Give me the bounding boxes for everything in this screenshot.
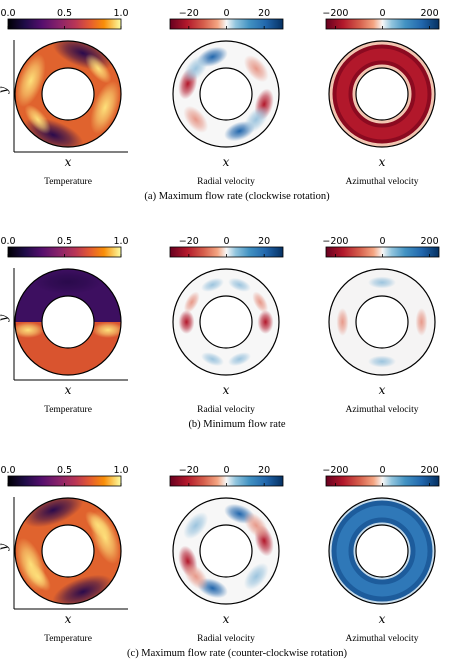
colorbar-tick-label: 0 <box>223 8 229 19</box>
panel-title: Azimuthal velocity <box>345 634 418 644</box>
colorbar-tick-label: 0 <box>223 465 229 476</box>
x-axis-label: x <box>65 612 72 626</box>
caption-b: (b) Minimum flow rate <box>188 419 286 430</box>
x-axis-label: x <box>379 383 386 397</box>
y-axis-label: y <box>0 86 10 94</box>
panel-temperature: 0.0 0.5 1.0 y x Temperature <box>0 8 129 187</box>
colorbar-tick-label: 0.0 <box>0 236 15 247</box>
panel-title: Azimuthal velocity <box>345 405 418 415</box>
panel-temperature: 0.0 0.5 1.0 y x Temperature <box>0 236 129 415</box>
y-axis-label: y <box>0 543 10 551</box>
colorbar-tick-label: 1.0 <box>113 8 128 19</box>
colorbar-tick-label: −20 <box>179 8 199 19</box>
caption-a: (a) Maximum flow rate (clockwise rotatio… <box>144 191 330 202</box>
colorbar-tick-label: 0.0 <box>0 8 15 19</box>
panel-radial: −20 0 20 x Radial velocity <box>169 8 284 187</box>
colorbar-tick-label: 0 <box>379 8 385 19</box>
colorbar-tick-label: 20 <box>258 8 270 19</box>
panel-azimuthal: −200 0 200 x Azimuthal velocity <box>322 8 440 187</box>
colorbar-tick-label: 200 <box>421 465 439 476</box>
panel-azimuthal: −200 0 200 x Azimuthal velocity <box>322 465 440 644</box>
panel-title: Radial velocity <box>197 634 255 644</box>
caption-c: (c) Maximum flow rate (counter-clockwise… <box>127 648 347 659</box>
panel-title: Radial velocity <box>197 405 255 415</box>
colorbar-tick-label: 200 <box>421 8 439 19</box>
colorbar-tick-label: 1.0 <box>113 236 128 247</box>
colorbar-tick-label: 0 <box>379 236 385 247</box>
colorbar-tick-label: 20 <box>258 236 270 247</box>
x-axis-label: x <box>223 383 230 397</box>
panel-radial: −20 0 20 x Radial velocity <box>169 236 284 415</box>
x-axis-label: x <box>223 612 230 626</box>
y-axis-label: y <box>0 314 10 322</box>
colorbar-tick-label: 0.5 <box>57 8 72 19</box>
colorbar-tick-label: −200 <box>322 236 348 247</box>
colorbar-tick-label: −20 <box>179 236 199 247</box>
x-axis-label: x <box>379 155 386 169</box>
panel-title: Azimuthal velocity <box>345 177 418 187</box>
x-axis-label: x <box>379 612 386 626</box>
colorbar-tick-label: −20 <box>179 465 199 476</box>
field-radial <box>173 498 279 604</box>
colorbar-tick-label: 0.0 <box>0 465 15 476</box>
colorbar-tick-label: 0.5 <box>57 236 72 247</box>
colorbar-tick-label: 0.5 <box>57 465 72 476</box>
panel-azimuthal: −200 0 200 x Azimuthal velocity <box>322 236 440 415</box>
x-axis-label: x <box>65 383 72 397</box>
colorbar-tick-label: 200 <box>421 236 439 247</box>
panel-temperature: 0.0 0.5 1.0 y x Temperature <box>0 465 129 644</box>
colorbar-tick-label: −200 <box>322 8 348 19</box>
field-radial <box>173 269 279 375</box>
panel-title: Temperature <box>44 634 92 644</box>
colorbar-tick-label: 20 <box>258 465 270 476</box>
field-temperature <box>15 41 121 147</box>
panel-radial: −20 0 20 x Radial velocity <box>169 465 284 644</box>
colorbar-tick-label: 1.0 <box>113 465 128 476</box>
panel-title: Radial velocity <box>197 177 255 187</box>
colorbar-tick-label: 0 <box>223 236 229 247</box>
panel-title: Temperature <box>44 177 92 187</box>
x-axis-label: x <box>223 155 230 169</box>
colorbar-tick-label: −200 <box>322 465 348 476</box>
colorbar-tick-label: 0 <box>379 465 385 476</box>
x-axis-label: x <box>65 155 72 169</box>
panel-title: Temperature <box>44 405 92 415</box>
